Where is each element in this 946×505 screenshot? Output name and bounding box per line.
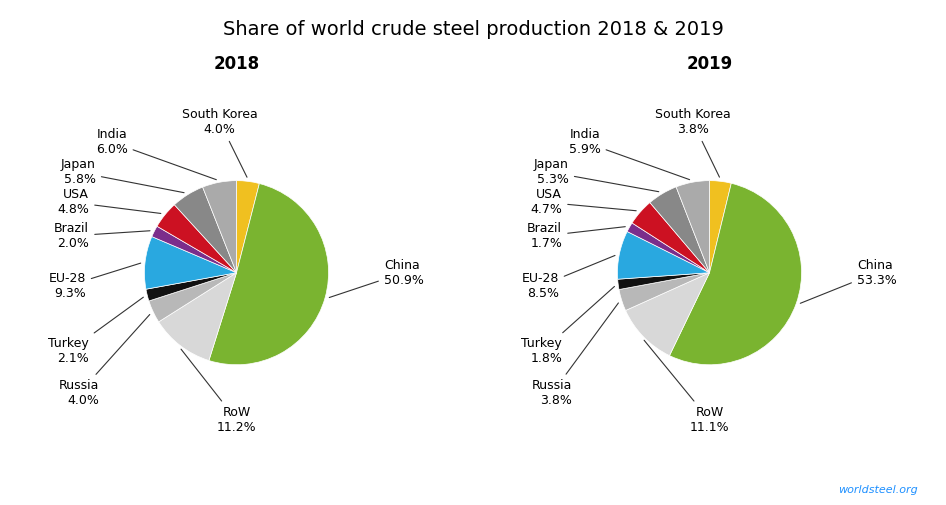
Text: India
5.9%: India 5.9% (569, 128, 690, 180)
Text: India
6.0%: India 6.0% (96, 128, 217, 180)
Wedge shape (625, 273, 710, 356)
Text: Russia
4.0%: Russia 4.0% (59, 315, 149, 407)
Text: Brazil
1.7%: Brazil 1.7% (527, 222, 625, 250)
Text: South Korea
4.0%: South Korea 4.0% (182, 108, 257, 177)
Wedge shape (146, 273, 236, 301)
Text: South Korea
3.8%: South Korea 3.8% (655, 108, 730, 177)
Wedge shape (619, 273, 710, 311)
Wedge shape (159, 273, 236, 361)
Wedge shape (618, 231, 710, 279)
Title: 2018: 2018 (214, 55, 259, 73)
Wedge shape (650, 187, 710, 273)
Wedge shape (174, 187, 236, 273)
Text: RoW
11.1%: RoW 11.1% (644, 340, 729, 434)
Wedge shape (627, 223, 710, 273)
Wedge shape (670, 183, 801, 365)
Wedge shape (618, 273, 710, 289)
Text: China
50.9%: China 50.9% (329, 259, 424, 297)
Text: USA
4.8%: USA 4.8% (58, 188, 161, 217)
Wedge shape (676, 181, 710, 273)
Text: Japan
5.3%: Japan 5.3% (534, 158, 658, 192)
Wedge shape (151, 226, 236, 273)
Text: Russia
3.8%: Russia 3.8% (532, 303, 619, 407)
Text: RoW
11.2%: RoW 11.2% (181, 349, 256, 434)
Wedge shape (145, 236, 236, 289)
Title: 2019: 2019 (687, 55, 732, 73)
Text: China
53.3%: China 53.3% (800, 259, 897, 304)
Wedge shape (710, 181, 731, 273)
Wedge shape (209, 183, 328, 365)
Text: Turkey
2.1%: Turkey 2.1% (48, 297, 144, 365)
Text: Turkey
1.8%: Turkey 1.8% (521, 286, 615, 365)
Text: Share of world crude steel production 2018 & 2019: Share of world crude steel production 20… (222, 20, 724, 39)
Text: USA
4.7%: USA 4.7% (531, 188, 636, 217)
Text: Brazil
2.0%: Brazil 2.0% (54, 222, 150, 250)
Wedge shape (149, 273, 236, 322)
Text: EU-28
9.3%: EU-28 9.3% (48, 263, 141, 300)
Wedge shape (632, 203, 710, 273)
Wedge shape (157, 205, 236, 273)
Wedge shape (202, 181, 236, 273)
Text: Japan
5.8%: Japan 5.8% (61, 158, 184, 193)
Text: EU-28
8.5%: EU-28 8.5% (521, 256, 615, 300)
Text: worldsteel.org: worldsteel.org (838, 485, 918, 495)
Wedge shape (236, 181, 259, 273)
